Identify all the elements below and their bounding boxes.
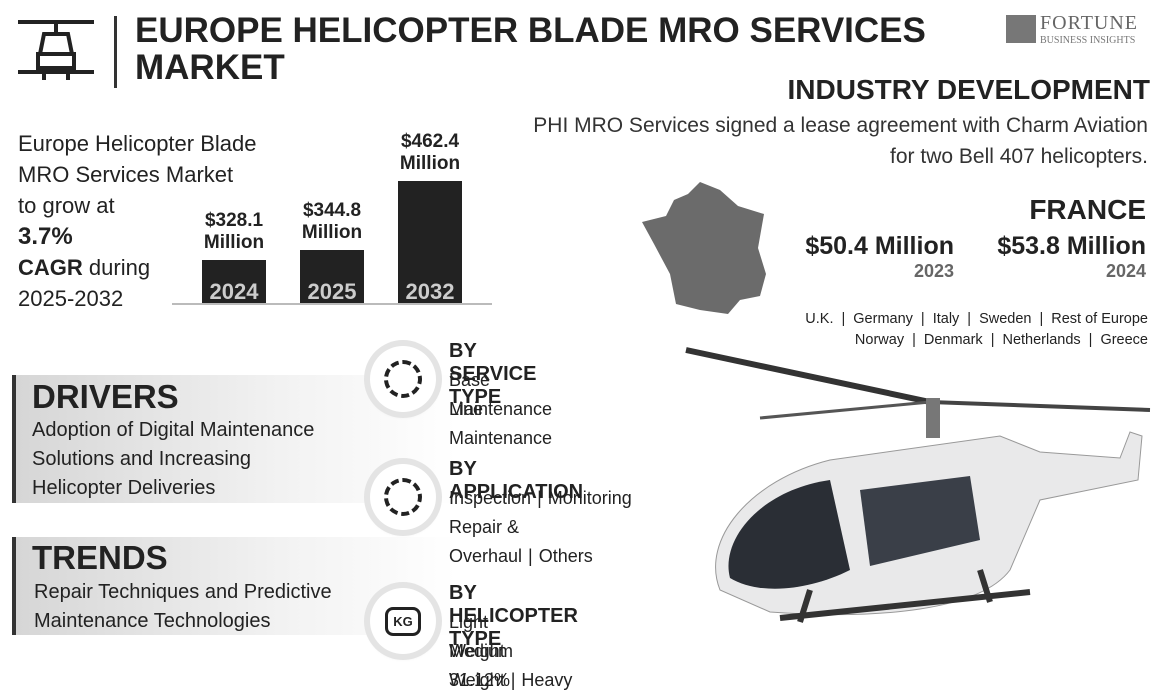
summary-line: MRO Services Market xyxy=(18,162,234,187)
title: EUROPE HELICOPTER BLADE MRO SERVICES MAR… xyxy=(135,11,926,87)
segment-item: Monitoring xyxy=(531,488,632,508)
helicopter-icon xyxy=(18,20,94,80)
countries: U.K.GermanyItalySwedenRest of EuropeNorw… xyxy=(805,309,1148,351)
trends-title: TRENDS xyxy=(32,539,168,576)
value-label: $462.4 Million xyxy=(399,131,461,174)
logo-name: FORTUNE xyxy=(1040,12,1139,34)
industry-title: INDUSTRY DEVELOPMENT xyxy=(787,74,1150,105)
helicopter-image xyxy=(685,347,1151,623)
drivers-text: Adoption of Digital Maintenance Solution… xyxy=(32,416,314,503)
country: Sweden xyxy=(959,311,1031,327)
icon-text: KG xyxy=(385,606,421,636)
segment-line: InspectionMonitoring xyxy=(449,484,632,513)
country: Rest of Europe xyxy=(1031,311,1148,327)
france-value: $50.4 Million 2023 xyxy=(796,232,954,282)
drivers-line: Solutions and Increasing xyxy=(32,448,252,470)
x-tick-label: 2024 xyxy=(209,279,259,304)
country: Norway xyxy=(854,332,905,348)
divider xyxy=(114,16,117,88)
france-name: FRANCE xyxy=(1029,194,1146,225)
bar-chart: 2024 $328.1 Million 2025 $344.8 Million 2032… xyxy=(172,120,492,305)
segment-item: Light Weight 31.12% xyxy=(449,612,511,690)
country: Greece xyxy=(1081,332,1148,348)
summary: Europe Helicopter Blade MRO Services Mar… xyxy=(18,128,256,314)
country: Germany xyxy=(834,311,913,327)
cagr-label: CAGR xyxy=(18,255,83,280)
drivers-line: Helicopter Deliveries xyxy=(32,477,216,499)
segment-item: Repair & Overhaul xyxy=(449,517,523,566)
country-row: NorwayDenmarkNetherlandsGreece xyxy=(805,330,1148,351)
drivers-title: DRIVERS xyxy=(32,378,179,415)
logo: FORTUNE BUSINESS INSIGHTS xyxy=(1006,12,1138,46)
period: 2025-2032 xyxy=(18,286,124,311)
segment-title: BY SERVICE TYPE xyxy=(449,340,537,408)
france-map xyxy=(642,182,766,314)
bar xyxy=(300,249,364,303)
logo-tagline: BUSINESS INSIGHTS xyxy=(1040,35,1136,46)
x-tick-label: 2025 xyxy=(307,279,357,304)
segment-item: Base Maintenance xyxy=(449,370,553,419)
segment-line: Light Weight 31.12% xyxy=(449,608,510,695)
industry-line: PHI MRO Services signed a lease agreemen… xyxy=(533,114,1148,137)
trends-text: Repair Techniques and Predictive Mainten… xyxy=(34,578,332,636)
country-row: U.K.GermanyItalySwedenRest of Europe xyxy=(805,309,1148,330)
france-year: 2024 xyxy=(1105,261,1146,281)
trends-line: Maintenance Technologies xyxy=(34,610,271,632)
trends-line: Repair Techniques and Predictive xyxy=(34,581,332,603)
segment-item: Medium Weight xyxy=(449,641,514,690)
drivers-line: Adoption of Digital Maintenance xyxy=(32,419,315,441)
segment-icon xyxy=(370,464,436,530)
summary-line: Europe Helicopter Blade xyxy=(18,131,257,156)
segment-line: Line Maintenance xyxy=(449,395,552,453)
country: Italy xyxy=(913,311,959,327)
segment-line: Medium WeightHeavy Weight xyxy=(449,637,572,700)
segment-icon xyxy=(370,346,436,412)
segment-icon: KG xyxy=(370,588,436,654)
segment-title: BY APPLICATION xyxy=(449,458,584,503)
value-label: $344.8 Million xyxy=(301,199,363,243)
value-label: $328.1 Million xyxy=(203,209,265,253)
france-year: 2023 xyxy=(913,261,954,281)
icon-gear xyxy=(384,360,422,398)
industry-line: for two Bell 407 helicopters. xyxy=(890,145,1148,168)
segment-line: Repair & OverhaulOthers xyxy=(449,513,593,571)
x-tick-label: 2032 xyxy=(405,279,455,304)
country: Denmark xyxy=(904,332,983,348)
summary-line: to grow at xyxy=(18,193,115,218)
industry-text: PHI MRO Services signed a lease agreemen… xyxy=(533,110,1148,172)
segment-item: Others xyxy=(522,546,593,566)
during: during xyxy=(88,255,151,280)
cagr: 3.7% xyxy=(18,223,73,250)
segment-item: Line Maintenance xyxy=(449,399,553,448)
bar xyxy=(398,181,462,303)
france-value: $53.8 Million 2024 xyxy=(988,232,1146,282)
france-amount: $50.4 Million xyxy=(805,232,954,260)
segment-item: Inspection xyxy=(449,488,532,508)
country: Netherlands xyxy=(983,332,1081,348)
segment-line: Base Maintenance xyxy=(449,366,552,424)
icon-gear xyxy=(384,478,422,516)
bar xyxy=(202,259,266,303)
country: U.K. xyxy=(805,311,834,327)
france-amount: $53.8 Million xyxy=(997,232,1146,260)
logo-mark xyxy=(1006,15,1036,43)
segment-title: BY HELICOPTER TYPE xyxy=(449,582,578,650)
